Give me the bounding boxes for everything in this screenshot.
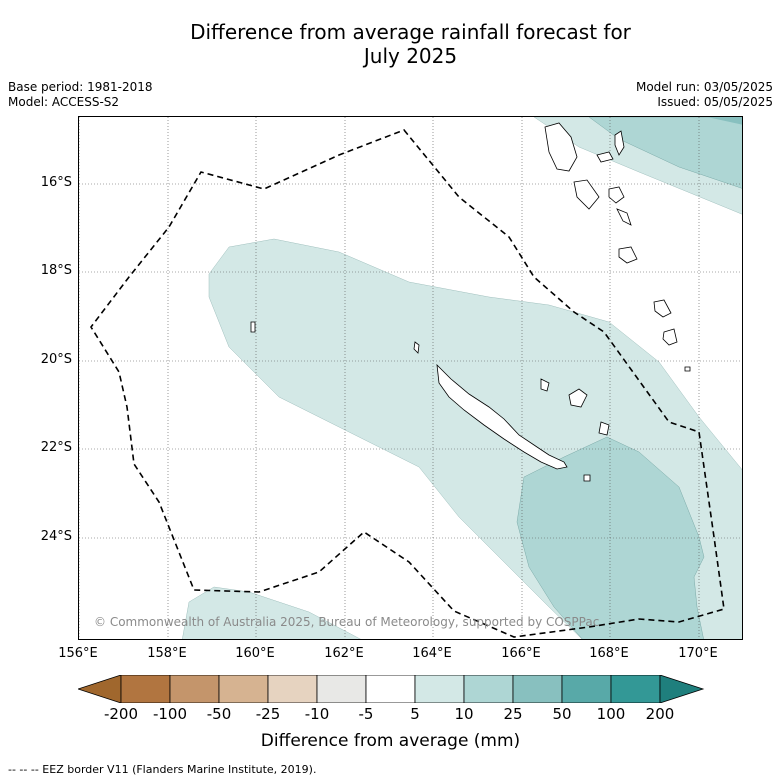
colorbar-tick-label: -100 bbox=[152, 705, 188, 723]
colorbar-swatch bbox=[316, 674, 367, 704]
colorbar-tick-label: 200 bbox=[645, 705, 675, 723]
colorbar-tick-label: -10 bbox=[304, 705, 330, 723]
lon-label-164e: 164°E bbox=[412, 646, 452, 661]
colorbar-swatch bbox=[610, 674, 661, 704]
island-lifou bbox=[568, 388, 588, 408]
title-line-2: July 2025 bbox=[363, 44, 458, 68]
meta-right: Model run: 03/05/2025 Issued: 05/05/2025 bbox=[636, 80, 773, 110]
lon-label-166e: 166°E bbox=[501, 646, 541, 661]
colorbar-tick-label: -200 bbox=[103, 705, 139, 723]
island-small-1 bbox=[684, 366, 691, 372]
lon-label-158e: 158°E bbox=[147, 646, 187, 661]
island-vanuatu-efate bbox=[608, 186, 625, 204]
map-title: Difference from average rainfall forecas… bbox=[0, 20, 781, 68]
island-vanuatu-ambrym bbox=[614, 130, 625, 156]
eez-footnote: -- -- -- EEZ border V11 (Flanders Marine… bbox=[8, 763, 317, 776]
model-name: Model: ACCESS-S2 bbox=[8, 95, 120, 109]
colorbar-swatch bbox=[414, 674, 465, 704]
issued-date: Issued: 05/05/2025 bbox=[657, 95, 773, 109]
island-small-2 bbox=[250, 321, 256, 333]
island-mare bbox=[598, 421, 610, 436]
colorbar-tick-label: 100 bbox=[596, 705, 626, 723]
colorbar-tick-label: 10 bbox=[454, 705, 474, 723]
base-period: Base period: 1981-2018 bbox=[8, 80, 153, 94]
island-vanuatu-epi bbox=[616, 208, 632, 226]
colorbar-swatch bbox=[512, 674, 563, 704]
island-vanuatu-north bbox=[596, 151, 614, 163]
lat-label-18s: 18°S bbox=[40, 263, 72, 278]
island-ouvea bbox=[540, 378, 550, 392]
map-panel bbox=[78, 116, 743, 640]
lat-label-16s: 16°S bbox=[40, 175, 72, 190]
copyright-notice: © Commonwealth of Australia 2025, Bureau… bbox=[94, 615, 600, 629]
map-svg bbox=[79, 117, 742, 639]
lon-label-170e: 170°E bbox=[678, 646, 718, 661]
colorbar-tick-label: 50 bbox=[552, 705, 572, 723]
colorbar-extend-high bbox=[659, 674, 705, 704]
lon-label-160e: 160°E bbox=[235, 646, 275, 661]
island-matthew bbox=[662, 328, 678, 346]
colorbar-tick-label: -5 bbox=[358, 705, 374, 723]
anomaly-region-5-10-sw bbox=[182, 586, 361, 639]
colorbar-swatch bbox=[365, 674, 416, 704]
title-line-1: Difference from average rainfall forecas… bbox=[190, 20, 631, 44]
colorbar-swatch bbox=[561, 674, 612, 704]
colorbar-swatch bbox=[169, 674, 220, 704]
island-isle-of-pines bbox=[583, 474, 591, 482]
island-new-caledonia bbox=[436, 363, 568, 470]
lon-label-168e: 168°E bbox=[589, 646, 629, 661]
colorbar-swatch bbox=[463, 674, 514, 704]
colorbar bbox=[76, 674, 706, 707]
lon-label-156e: 156°E bbox=[58, 646, 98, 661]
island-belep bbox=[413, 341, 420, 354]
island-vanuatu-erromango bbox=[618, 246, 638, 264]
lon-label-162e: 162°E bbox=[324, 646, 364, 661]
anomaly-region-10-25-ne bbox=[588, 117, 742, 189]
lat-label-24s: 24°S bbox=[40, 529, 72, 544]
lat-label-22s: 22°S bbox=[40, 440, 72, 455]
colorbar-swatch bbox=[218, 674, 269, 704]
island-hunter bbox=[653, 299, 672, 318]
lat-label-20s: 20°S bbox=[40, 352, 72, 367]
colorbar-tick-label: -25 bbox=[255, 705, 281, 723]
island-vanuatu-espiritu bbox=[544, 122, 578, 172]
coastlines bbox=[250, 122, 691, 482]
colorbar-tick-label: -50 bbox=[206, 705, 232, 723]
graticule bbox=[79, 117, 742, 639]
colorbar-swatch bbox=[120, 674, 171, 704]
colorbar-svg bbox=[76, 674, 705, 704]
model-run: Model run: 03/05/2025 bbox=[635, 80, 773, 94]
colorbar-extend-low bbox=[76, 674, 122, 704]
colorbar-swatch bbox=[267, 674, 318, 704]
eez-border bbox=[90, 129, 725, 638]
colorbar-tick-label: 5 bbox=[410, 705, 420, 723]
anomaly-region-25-50-ne bbox=[707, 117, 742, 125]
colorbar-title: Difference from average (mm) bbox=[260, 731, 521, 751]
island-vanuatu-malekula bbox=[573, 179, 600, 210]
meta-left: Base period: 1981-2018 Model: ACCESS-S2 bbox=[8, 80, 153, 110]
colorbar-tick-label: 25 bbox=[503, 705, 523, 723]
